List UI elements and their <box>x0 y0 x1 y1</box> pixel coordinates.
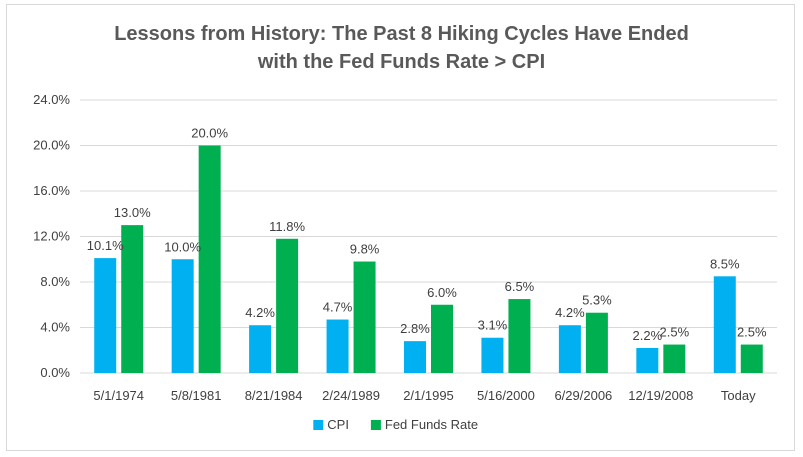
bar-fed-funds-rate <box>198 145 221 373</box>
bar-fed-funds-rate <box>585 312 608 373</box>
bar-cpi <box>94 258 117 373</box>
data-label: 10.1% <box>87 238 124 253</box>
data-label: 10.0% <box>164 239 201 254</box>
y-tick-label: 16.0% <box>33 183 70 198</box>
x-tick-label: 5/1/1974 <box>93 388 144 403</box>
bar-fed-funds-rate <box>121 225 144 373</box>
data-label: 8.5% <box>710 256 740 271</box>
chart-title-line-2: with the Fed Funds Rate > CPI <box>257 51 545 73</box>
bar-fed-funds-rate <box>508 299 531 373</box>
legend-label: Fed Funds Rate <box>385 417 478 432</box>
x-tick-label: 6/29/2006 <box>554 388 612 403</box>
bar-fed-funds-rate <box>276 238 299 373</box>
y-axis: 0.0% 4.0% 8.0% 12.0% 16.0% 20.0% 24.0% <box>33 92 70 380</box>
data-label: 13.0% <box>114 205 151 220</box>
bar-cpi <box>481 337 504 373</box>
legend-swatch <box>313 420 324 430</box>
data-label: 20.0% <box>191 126 228 141</box>
data-label: 9.8% <box>350 242 380 257</box>
x-tick-label: 2/24/1989 <box>322 388 380 403</box>
x-tick-label: Today <box>721 388 756 403</box>
bar-cpi <box>636 347 659 373</box>
data-label: 3.1% <box>478 318 508 333</box>
data-label: 6.0% <box>427 285 457 300</box>
y-tick-label: 4.0% <box>40 320 70 335</box>
bar-fed-funds-rate <box>740 344 763 373</box>
x-tick-label: 5/16/2000 <box>477 388 535 403</box>
bar-fed-funds-rate <box>353 261 376 373</box>
data-labels: 10.1% 13.0% 10.0% 20.0% 4.2% 11.8% 4.7% 9.8% 2.8… <box>87 126 767 343</box>
y-tick-label: 24.0% <box>33 92 70 107</box>
data-label: 4.2% <box>555 305 585 320</box>
bar-cpi <box>249 325 272 373</box>
x-tick-label: 5/8/1981 <box>171 388 222 403</box>
data-label: 2.5% <box>660 325 690 340</box>
chart-frame: Lessons from History: The Past 8 Hiking … <box>6 4 795 451</box>
bar-fed-funds-rate <box>663 344 686 373</box>
chart-title-line-1: Lessons from History: The Past 8 Hiking … <box>114 23 689 45</box>
x-axis: 5/1/1974 5/8/1981 8/21/1984 2/24/1989 2/1/19… <box>93 388 756 403</box>
data-label: 4.7% <box>323 300 353 315</box>
bars <box>94 145 763 373</box>
bar-cpi <box>558 325 581 373</box>
y-tick-label: 8.0% <box>40 274 70 289</box>
bar-cpi <box>326 319 349 373</box>
data-label: 11.8% <box>269 219 305 234</box>
gridlines <box>80 99 777 374</box>
bar-cpi <box>713 276 736 373</box>
legend: CPI Fed Funds Rate <box>313 417 478 432</box>
data-label: 2.5% <box>737 325 767 340</box>
data-label: 2.2% <box>633 328 663 343</box>
data-label: 6.5% <box>505 279 535 294</box>
data-label: 2.8% <box>400 321 430 336</box>
bar-fed-funds-rate <box>431 304 453 373</box>
y-tick-label: 20.0% <box>33 138 70 153</box>
legend-label: CPI <box>327 417 349 432</box>
legend-swatch <box>370 420 381 430</box>
data-label: 5.3% <box>582 293 612 308</box>
chart: Lessons from History: The Past 8 Hiking … <box>33 23 777 432</box>
y-tick-label: 0.0% <box>40 365 70 380</box>
y-tick-label: 12.0% <box>33 229 70 244</box>
x-tick-label: 8/21/1984 <box>245 388 303 403</box>
bar-cpi <box>404 341 426 373</box>
x-tick-label: 12/19/2008 <box>628 388 693 403</box>
bar-cpi <box>171 259 194 373</box>
data-label: 4.2% <box>245 305 275 320</box>
x-tick-label: 2/1/1995 <box>403 388 454 403</box>
